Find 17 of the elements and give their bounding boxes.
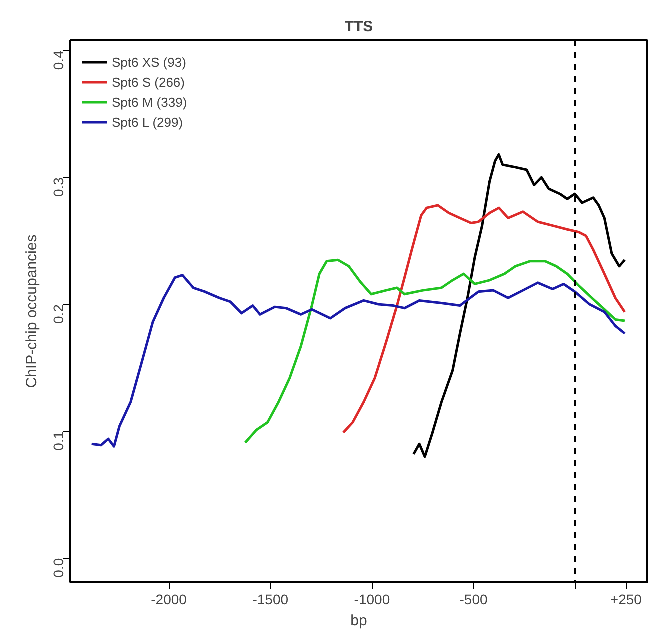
x-tick-label: -500 [460,592,488,608]
legend-label: Spt6 L (299) [112,114,184,130]
legend-label: Spt6 S (266) [112,74,185,90]
y-tick-label: 0.0 [50,558,66,578]
y-tick-label: 0.3 [50,177,66,198]
x-axis-title: bp [350,612,368,630]
x-tick-label: -2000 [151,592,188,608]
y-axis-title: ChIP-chip occupancies [24,234,40,388]
y-tick-label: 0.2 [50,304,66,324]
legend-label: Spt6 M (339) [112,94,188,110]
x-tick-label: -1500 [252,592,289,608]
chart-title: TTS [344,18,374,36]
legend-label: Spt6 XS (93) [112,54,186,70]
x-tick-label: -1000 [354,592,390,608]
y-tick-label: 0.4 [50,50,66,70]
y-tick-label: 0.1 [50,431,66,451]
x-tick-label: +250 [610,592,642,608]
